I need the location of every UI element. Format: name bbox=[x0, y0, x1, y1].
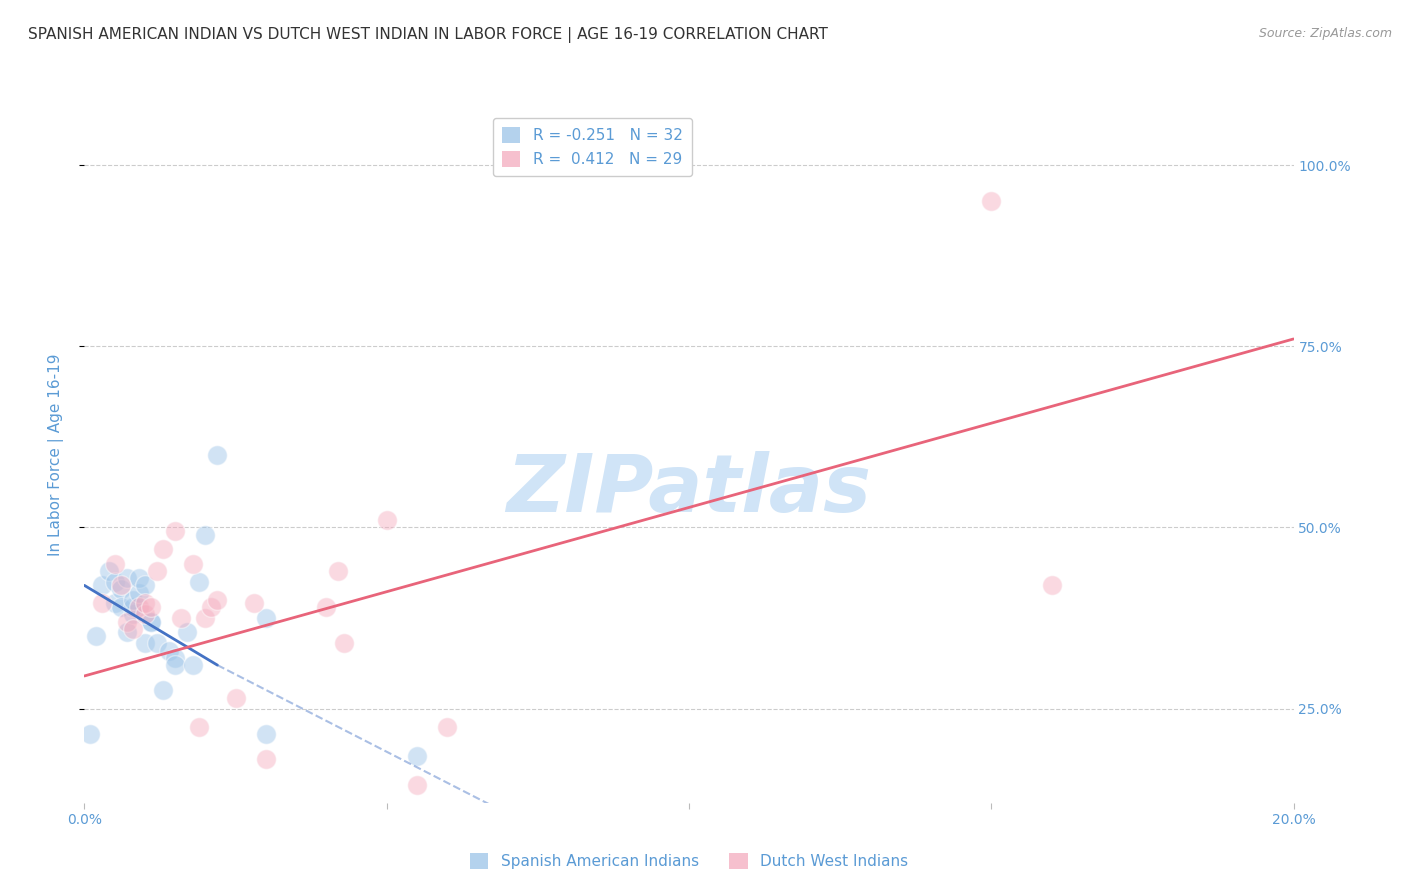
Point bbox=[139, 615, 162, 629]
Point bbox=[91, 578, 114, 592]
Point bbox=[207, 448, 229, 462]
Point bbox=[139, 600, 162, 615]
Point bbox=[194, 611, 217, 625]
Point bbox=[134, 597, 156, 611]
Point bbox=[115, 615, 138, 629]
Point bbox=[121, 592, 143, 607]
Point bbox=[121, 600, 143, 615]
Point bbox=[188, 574, 211, 589]
Point bbox=[128, 600, 150, 615]
Point bbox=[225, 690, 247, 705]
Point bbox=[170, 611, 193, 625]
Legend: Spanish American Indians, Dutch West Indians: Spanish American Indians, Dutch West Ind… bbox=[464, 847, 914, 875]
Point bbox=[181, 557, 204, 571]
Point bbox=[139, 615, 162, 629]
Point bbox=[165, 651, 187, 665]
Point bbox=[188, 720, 211, 734]
Point bbox=[86, 629, 108, 643]
Point bbox=[176, 625, 198, 640]
Point bbox=[165, 658, 187, 673]
Point bbox=[110, 600, 132, 615]
Point bbox=[97, 564, 120, 578]
Point bbox=[254, 752, 277, 766]
Point bbox=[146, 636, 169, 650]
Point bbox=[79, 727, 101, 741]
Point bbox=[315, 600, 337, 615]
Point bbox=[121, 607, 143, 622]
Text: ZIPatlas: ZIPatlas bbox=[506, 450, 872, 529]
Point bbox=[115, 625, 138, 640]
Point bbox=[242, 597, 264, 611]
Point bbox=[104, 597, 127, 611]
Point bbox=[128, 585, 150, 599]
Point bbox=[194, 527, 217, 541]
Point bbox=[333, 636, 356, 650]
Point bbox=[165, 524, 187, 538]
Point bbox=[134, 578, 156, 592]
Point bbox=[104, 574, 127, 589]
Point bbox=[980, 194, 1002, 209]
Point bbox=[115, 571, 138, 585]
Point bbox=[110, 578, 132, 592]
Point bbox=[254, 611, 277, 625]
Text: SPANISH AMERICAN INDIAN VS DUTCH WEST INDIAN IN LABOR FORCE | AGE 16-19 CORRELAT: SPANISH AMERICAN INDIAN VS DUTCH WEST IN… bbox=[28, 27, 828, 43]
Y-axis label: In Labor Force | Age 16-19: In Labor Force | Age 16-19 bbox=[48, 353, 63, 557]
Point bbox=[406, 748, 429, 763]
Point bbox=[207, 592, 229, 607]
Point bbox=[1040, 578, 1063, 592]
Point bbox=[406, 778, 429, 792]
Point bbox=[128, 571, 150, 585]
Point bbox=[104, 557, 127, 571]
Point bbox=[152, 683, 174, 698]
Point bbox=[134, 607, 156, 622]
Text: Source: ZipAtlas.com: Source: ZipAtlas.com bbox=[1258, 27, 1392, 40]
Point bbox=[152, 542, 174, 557]
Point bbox=[121, 622, 143, 636]
Point bbox=[134, 636, 156, 650]
Point bbox=[181, 658, 204, 673]
Point bbox=[200, 600, 222, 615]
Point bbox=[110, 582, 132, 596]
Point bbox=[254, 727, 277, 741]
Point bbox=[157, 643, 180, 657]
Point bbox=[328, 564, 350, 578]
Point bbox=[91, 597, 114, 611]
Point bbox=[146, 564, 169, 578]
Point bbox=[375, 513, 398, 527]
Point bbox=[436, 720, 458, 734]
